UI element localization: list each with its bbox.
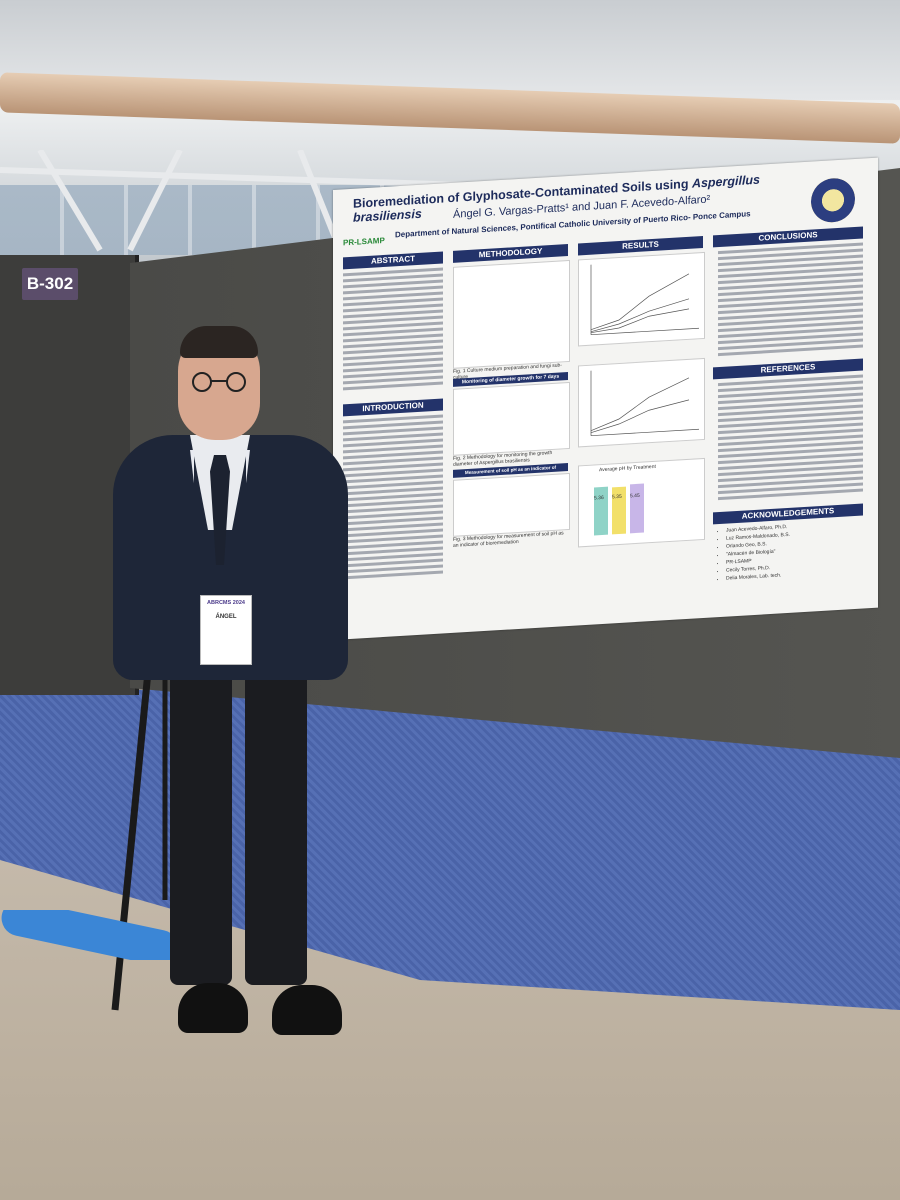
introduction-text bbox=[343, 414, 443, 582]
abstract-text bbox=[343, 267, 443, 393]
section-abstract: ABSTRACT bbox=[343, 251, 443, 270]
methodology-figure-1 bbox=[453, 259, 570, 369]
university-seal bbox=[811, 176, 855, 224]
bar-control bbox=[594, 486, 608, 536]
section-introduction: INTRODUCTION bbox=[343, 398, 443, 417]
poster-tube bbox=[1, 910, 179, 960]
booth-number-sign: B-302 bbox=[22, 268, 78, 300]
methodology-figure-3 bbox=[453, 472, 570, 537]
results-line-chart-1 bbox=[578, 251, 705, 347]
left-shoe bbox=[178, 983, 248, 1033]
methodology-figure-2 bbox=[453, 381, 570, 456]
person-legs bbox=[160, 665, 342, 1035]
pr-lsamp-logo: PR-LSAMP bbox=[343, 235, 385, 248]
hair bbox=[180, 326, 258, 358]
badge-name: ÁNGEL bbox=[215, 614, 237, 620]
name-badge: ABRCMS 2024 ÁNGEL bbox=[200, 595, 252, 665]
research-poster: Bioremediation of Glyphosate-Contaminate… bbox=[333, 157, 878, 640]
bar-label-1: 5.36 bbox=[594, 494, 604, 502]
acknowledgements-list: Juan Acevedo-Alfaro, Ph.D. Luz Ramos-Mal… bbox=[718, 518, 871, 583]
right-shoe bbox=[272, 985, 342, 1035]
fig6-heading: Average pH by Treatment bbox=[599, 463, 656, 474]
conclusions-text bbox=[718, 242, 863, 360]
tie bbox=[210, 455, 230, 565]
right-leg bbox=[245, 665, 307, 985]
bar-label-2: 5.35 bbox=[612, 493, 622, 501]
results-bar-chart: Average pH by Treatment 5.36 5.35 5.45 bbox=[578, 457, 705, 548]
badge-conference: ABRCMS 2024 bbox=[207, 600, 245, 606]
references-text bbox=[718, 374, 863, 504]
glasses-icon bbox=[192, 372, 246, 392]
results-line-chart-2 bbox=[578, 357, 705, 448]
left-leg bbox=[170, 665, 232, 985]
bar-treatment-2 bbox=[630, 483, 644, 534]
bar-label-3: 5.45 bbox=[630, 492, 640, 500]
